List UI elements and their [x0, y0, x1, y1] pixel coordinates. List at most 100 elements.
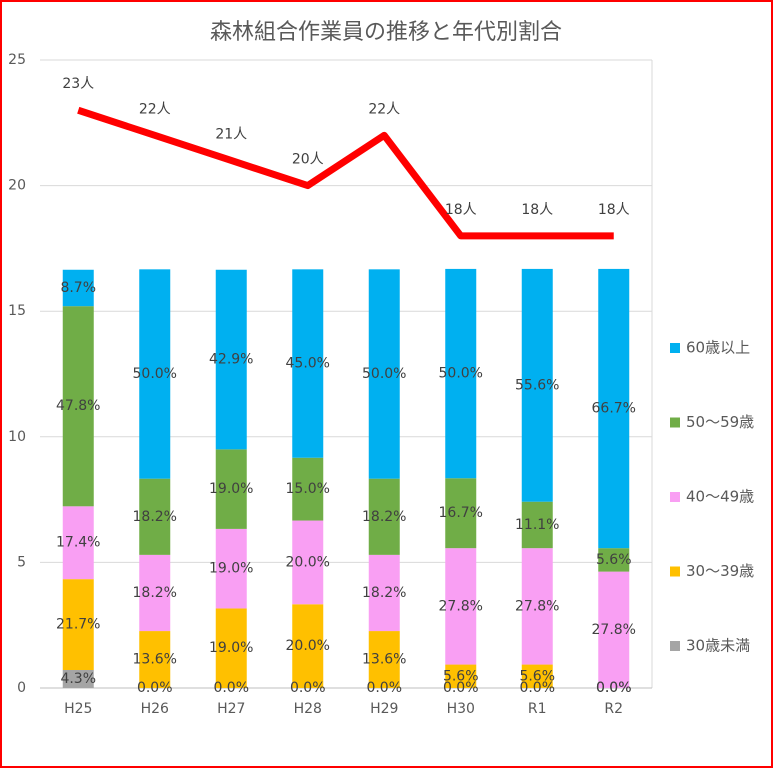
legend-label: 60歳以上	[686, 339, 750, 357]
legend-swatch	[670, 641, 680, 651]
data-label: 45.0%	[286, 356, 330, 372]
data-label: 47.8%	[56, 398, 100, 414]
data-label: 18.2%	[362, 509, 406, 525]
bar-segment	[292, 269, 324, 458]
y-tick-label: 15	[8, 303, 26, 319]
data-label: 13.6%	[362, 652, 406, 668]
data-label: 0.0%	[519, 680, 555, 696]
bar-segment	[292, 520, 324, 605]
data-label: 20.0%	[286, 554, 330, 570]
legend-swatch	[670, 343, 680, 353]
bar-segment	[139, 478, 171, 555]
y-tick-label: 0	[17, 680, 26, 696]
bar-segment	[139, 631, 171, 688]
bar-segment	[62, 269, 94, 307]
bar-segment	[598, 268, 630, 549]
data-label: 0.0%	[596, 680, 632, 696]
data-label: 55.6%	[515, 377, 559, 393]
bar-segment	[368, 631, 400, 688]
x-tick-label: H25	[64, 701, 92, 717]
bar-segment	[62, 579, 94, 670]
bar-segment	[445, 548, 477, 665]
x-tick-label: R1	[528, 701, 547, 717]
y-tick-label: 20	[8, 178, 26, 194]
bar-segment	[521, 664, 553, 688]
data-label: 0.0%	[366, 680, 402, 696]
y-tick-label: 10	[8, 429, 26, 445]
x-tick-label: H30	[447, 701, 475, 717]
data-label: 19.0%	[209, 561, 253, 577]
legend-label: 40〜49歳	[686, 488, 754, 506]
data-label: 0.0%	[290, 680, 326, 696]
data-label: 19.0%	[209, 640, 253, 656]
bar-segment	[521, 548, 553, 665]
data-label: 17.4%	[56, 535, 100, 551]
bar-segment	[292, 604, 324, 688]
data-label: 16.7%	[439, 505, 483, 521]
line-label: 22人	[368, 101, 400, 117]
line-label: 20人	[292, 152, 324, 168]
bar-segment	[215, 269, 247, 450]
line-label: 21人	[215, 126, 247, 142]
bar-segment	[368, 269, 400, 479]
data-label: 21.7%	[56, 617, 100, 633]
bar-segment	[521, 268, 553, 502]
data-label: 8.7%	[60, 280, 96, 296]
legend-swatch	[670, 417, 680, 428]
data-label: 27.8%	[439, 598, 483, 614]
data-label: 27.8%	[592, 622, 636, 638]
line-label: 18人	[598, 202, 630, 218]
legend-label: 30歳未満	[686, 637, 750, 655]
data-label: 20.0%	[286, 638, 330, 654]
x-tick-label: H28	[294, 701, 322, 717]
data-label: 50.0%	[133, 366, 177, 382]
legend-swatch	[670, 492, 680, 502]
bar-segment	[62, 506, 94, 580]
data-label: 18.2%	[362, 585, 406, 601]
x-tick-label: H26	[141, 701, 169, 717]
data-label: 18.2%	[133, 585, 177, 601]
chart-title: 森林組合作業員の推移と年代別割合	[210, 20, 562, 45]
data-label: 0.0%	[137, 680, 173, 696]
bar-segment	[445, 268, 477, 479]
data-label: 27.8%	[515, 598, 559, 614]
data-label: 19.0%	[209, 481, 253, 497]
bar-segment	[215, 528, 247, 609]
data-label: 18.2%	[133, 509, 177, 525]
data-label: 42.9%	[209, 352, 253, 368]
bar-segment	[445, 478, 477, 549]
legend-swatch	[670, 566, 680, 577]
data-label: 50.0%	[362, 366, 406, 382]
bar-segment	[521, 501, 553, 549]
bar-segment	[598, 571, 630, 688]
bar-segment	[368, 554, 400, 632]
y-tick-label: 25	[8, 52, 26, 68]
data-label: 4.3%	[60, 671, 96, 687]
data-label: 5.6%	[519, 668, 555, 684]
line-label: 22人	[139, 101, 171, 117]
line-label: 18人	[445, 202, 477, 218]
y-tick-label: 5	[17, 554, 26, 570]
bar-segment	[215, 449, 247, 529]
bar-segment	[139, 269, 171, 479]
data-label: 15.0%	[286, 481, 330, 497]
line-series	[77, 106, 614, 240]
x-tick-label: H27	[217, 701, 245, 717]
bar-segment	[445, 664, 477, 688]
data-label: 0.0%	[443, 680, 479, 696]
data-label: 0.0%	[596, 680, 632, 696]
data-label: 0.0%	[213, 680, 249, 696]
line-label: 23人	[62, 76, 94, 92]
x-tick-label: H29	[370, 701, 398, 717]
data-label: 11.1%	[515, 517, 559, 533]
x-tick-label: R2	[604, 701, 623, 717]
legend-label: 50〜59歳	[686, 413, 754, 431]
bar-segment	[62, 669, 94, 688]
data-label: 13.6%	[133, 652, 177, 668]
data-label: 5.6%	[596, 552, 632, 568]
bar-segment	[62, 306, 94, 507]
data-label: 50.0%	[439, 366, 483, 382]
data-label: 66.7%	[592, 401, 636, 417]
bar-segment	[139, 554, 171, 632]
